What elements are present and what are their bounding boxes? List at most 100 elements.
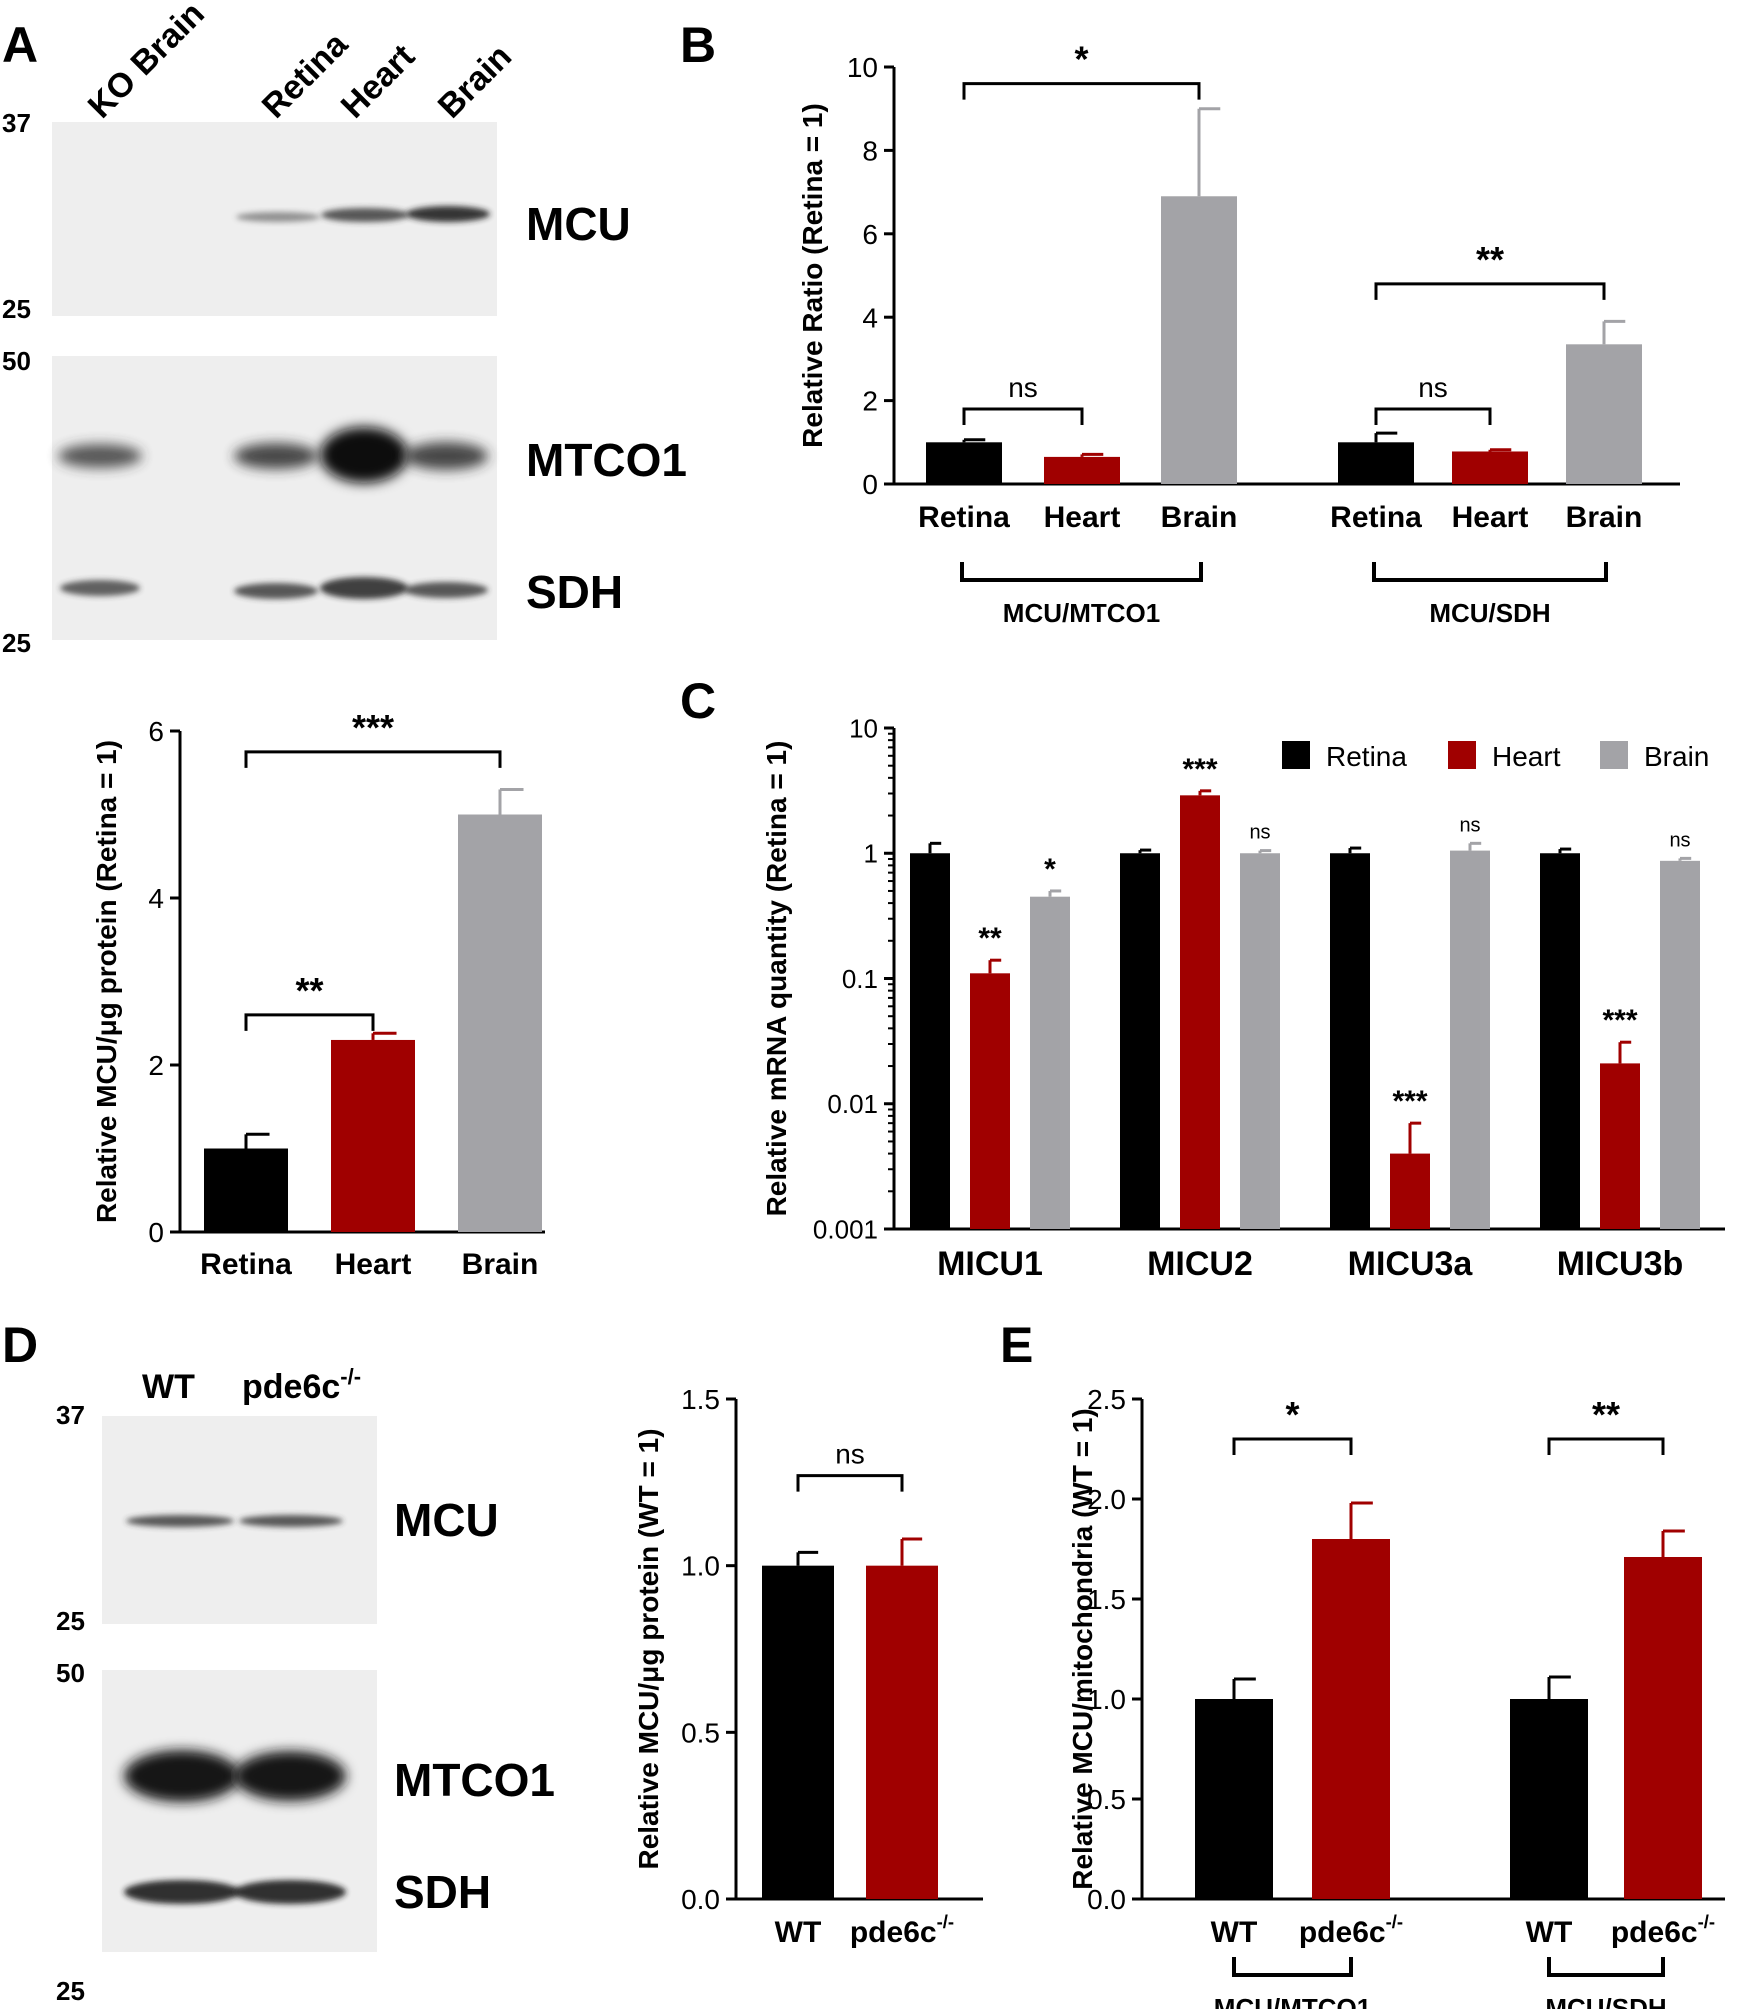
a-retina-x-tick-label: Retina (200, 1248, 292, 1281)
e-mcu-mtco1-pde6c-x-tick-label: pde6c-/- (1299, 1911, 1403, 1949)
e-mcu-sdh-sig-bracket (1547, 1437, 1665, 1455)
d-wt-bar (762, 1565, 834, 1899)
c-micu3a-heart-sig-label: *** (1392, 1085, 1427, 1118)
panel-label-e: E (1000, 1317, 1033, 1373)
a-y-tick-label: 2 (148, 1050, 164, 1081)
c-legend-label-brain: Brain (1644, 741, 1709, 772)
band-a-sdh-retina (234, 583, 318, 599)
c-y-tick-label: 0.01 (827, 1089, 878, 1119)
protein-a-mcu: MCU (526, 198, 631, 250)
d-sig-label: ns (835, 1439, 865, 1470)
c-micu1-x-tick-label: MICU1 (937, 1245, 1043, 1283)
d-sig-bracket (796, 1474, 904, 1492)
e-mcu-mtco1-pde6c-x-tick-text: pde6c (1299, 1916, 1386, 1949)
e-y-tick-label: 0.0 (1087, 1884, 1126, 1915)
b-y-tick-label: 4 (862, 302, 878, 333)
a-retina-bar (204, 1148, 288, 1232)
marker-a-25-bottom: 25 (2, 628, 31, 658)
c-micu2-x-tick-text: MICU2 (1147, 1245, 1253, 1283)
e-mcu-sdh-group-bracket (1547, 1957, 1665, 1977)
e-mcu-sdh-sig-label: ** (1592, 1394, 1620, 1435)
panel-label-c: C (680, 673, 716, 729)
b-mcu-mtco1-sig-bracket (962, 82, 1201, 100)
b-mcu-sdh-heart-bar (1452, 451, 1528, 484)
d-wt-x-tick-label: WT (775, 1916, 822, 1949)
chart-d-mcu-protein: 0.0 0.5 1.0 1.5 Relative MCU/μg protein (WT … (633, 1384, 983, 1949)
a-retina-x-tick-text: Retina (200, 1248, 292, 1281)
band-d-mcu-ko (239, 1515, 343, 1527)
e-y-axis-label: Relative MCU/mitochondria (WT = 1) (1067, 1408, 1098, 1890)
a-brain-bar (458, 814, 542, 1232)
c-micu3a-retina-bar (1330, 853, 1370, 1229)
e-mcu-mtco1-pde6c-bar (1312, 1539, 1390, 1899)
protein-d-sdh: SDH (394, 1866, 491, 1918)
c-y-tick-label: 0.1 (842, 964, 878, 994)
c-micu2-brain-sig-label: ns (1249, 822, 1270, 844)
c-y-axis-label: Relative mRNA quantity (Retina = 1) (761, 741, 792, 1217)
b-mcu-mtco1-heart-bar (1044, 456, 1120, 484)
b-mcu-mtco1-brain-x-tick-text: Brain (1161, 501, 1238, 534)
chart-b-relative-ratio: 0 2 4 6 8 10 Relative Ratio (Retina = 1) Retina… (797, 39, 1680, 628)
marker-d-37: 37 (56, 1400, 85, 1430)
e-y-tick-label: 1.5 (1087, 1584, 1126, 1615)
c-micu1-x-tick-text: MICU1 (937, 1245, 1043, 1283)
a-y-tick-label: 4 (148, 883, 164, 914)
b-y-tick-label: 8 (862, 135, 878, 166)
panel-label-d: D (2, 1317, 38, 1373)
a-sig-bracket (244, 750, 502, 768)
c-micu3b-x-tick-text: MICU3b (1557, 1245, 1684, 1283)
a-heart-x-tick-text: Heart (335, 1248, 412, 1281)
b-mcu-mtco1-sig-bracket (962, 407, 1084, 425)
lane-label-ko-brain: KO Brain (81, 0, 212, 126)
band-d-mtco1-ko (234, 1751, 346, 1801)
b-mcu-mtco1-brain-x-tick-label: Brain (1161, 501, 1238, 534)
c-micu3a-x-tick-text: MICU3a (1348, 1245, 1474, 1283)
b-mcu-sdh-group-label: MCU/SDH (1429, 598, 1550, 628)
a-y-tick-label: 6 (148, 716, 164, 747)
b-mcu-sdh-heart-x-tick-label: Heart (1452, 501, 1529, 534)
band-a-mtco1-retina (234, 443, 318, 469)
c-legend-swatch-retina (1282, 741, 1310, 769)
band-a-mcu-retina (236, 212, 320, 222)
lane-label-pde6c-sup: -/- (340, 1364, 361, 1389)
svg-text:pde6c-/-: pde6c-/- (242, 1364, 361, 1406)
c-micu3b-retina-bar (1540, 853, 1580, 1229)
c-micu3b-brain-sig-label: ns (1669, 829, 1690, 851)
c-micu1-brain-bar (1030, 896, 1070, 1229)
c-y-tick-label: 1 (864, 839, 878, 869)
band-a-sdh-ko (60, 580, 140, 596)
e-mcu-sdh-wt-x-tick-text: WT (1526, 1916, 1573, 1949)
e-mcu-sdh-wt-x-tick-label: WT (1526, 1916, 1573, 1949)
band-a-sdh-brain (404, 582, 488, 598)
lane-label-retina: Retina (255, 25, 356, 126)
a-sig-label: ** (295, 970, 323, 1011)
a-heart-x-tick-label: Heart (335, 1248, 412, 1281)
band-a-mtco1-heart (320, 427, 408, 483)
b-y-tick-label: 0 (862, 469, 878, 500)
b-y-tick-label: 2 (862, 386, 878, 417)
c-micu3b-heart-bar (1600, 1063, 1640, 1229)
c-y-tick-label: 10 (849, 713, 878, 743)
b-mcu-sdh-retina-bar (1338, 442, 1414, 484)
d-pde6c-x-tick-text: pde6c (850, 1916, 937, 1949)
c-micu3a-x-tick-label: MICU3a (1348, 1245, 1474, 1283)
e-y-tick-label: 2.5 (1087, 1384, 1126, 1415)
lane-label-pde6c: pde6c (242, 1368, 340, 1406)
lane-label-brain: Brain (431, 37, 519, 125)
c-micu2-brain-bar (1240, 853, 1280, 1229)
c-micu1-retina-bar (910, 853, 950, 1229)
e-mcu-sdh-pde6c-x-tick-superscript: -/- (1698, 1911, 1716, 1932)
b-mcu-sdh-group-bracket (1372, 562, 1608, 582)
e-mcu-mtco1-wt-x-tick-label: WT (1211, 1916, 1258, 1949)
band-d-mcu-wt (126, 1515, 234, 1527)
a-brain-x-tick-text: Brain (462, 1248, 539, 1281)
d-y-tick-label: 1.0 (681, 1551, 720, 1582)
b-mcu-sdh-sig-bracket (1374, 407, 1492, 425)
c-micu1-heart-sig-label: ** (978, 922, 1002, 955)
b-y-tick-label: 10 (847, 52, 878, 83)
b-mcu-mtco1-sig-label: ns (1008, 372, 1038, 403)
chart-a-mcu-protein: 0 2 4 6 Relative MCU/μg protein (Retina = 1)… (91, 707, 545, 1281)
b-mcu-mtco1-brain-bar (1161, 196, 1237, 484)
marker-d-50: 50 (56, 1658, 85, 1688)
